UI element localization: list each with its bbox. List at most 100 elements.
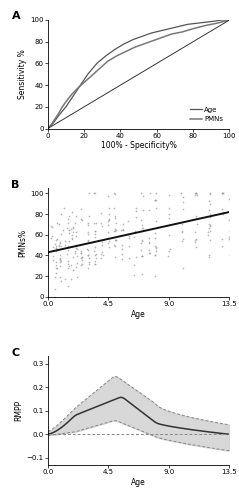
Point [107,216,111,224]
Point [154,243,158,251]
Point [71,253,75,261]
Point [79,247,83,255]
Point [86,264,90,272]
Point [75,252,79,260]
Point [71,231,74,239]
Point [66,215,70,223]
Point [154,244,158,252]
Point [107,210,111,218]
Point [75,272,79,280]
Point [133,261,136,269]
Point [153,228,157,236]
Point [99,210,103,218]
Point [54,262,58,270]
Point [167,210,170,218]
Point [147,234,151,242]
X-axis label: 100% - Specificity%: 100% - Specificity% [101,142,177,150]
Point [80,252,84,260]
Point [112,242,116,250]
Point [148,249,152,257]
Point [221,190,225,198]
Point [86,252,90,260]
Age [186,22,189,28]
Age [168,26,171,32]
Point [134,253,138,261]
Point [168,204,171,212]
Point [70,262,73,270]
Point [180,220,184,228]
Point [127,254,131,262]
Age [72,93,75,99]
Point [107,242,111,250]
Point [67,243,71,251]
Point [208,236,212,244]
Point [206,230,210,238]
Point [63,236,67,244]
Legend: Age, PMNs: Age, PMNs [187,104,226,125]
PMNs [46,126,49,132]
Point [207,251,211,259]
Point [74,263,78,271]
Point [147,206,151,214]
Age [228,17,231,23]
Point [153,272,157,280]
Point [79,254,83,262]
Point [120,240,124,248]
Point [86,245,89,253]
PMNs [192,26,195,32]
Point [167,214,171,222]
PMNs [92,72,95,78]
Point [193,191,197,199]
PMNs [54,116,56,122]
Point [140,252,144,260]
Point [66,260,70,268]
Point [114,219,118,227]
Point [141,192,145,200]
Point [227,196,231,203]
Point [94,254,98,262]
Point [101,252,104,260]
Age [141,34,144,40]
Point [54,244,58,252]
Point [154,204,158,212]
Point [127,234,131,242]
Point [147,246,151,254]
Point [139,246,143,254]
Point [147,238,151,246]
Point [134,213,138,221]
Point [153,196,157,204]
Point [74,212,78,220]
Point [141,252,144,260]
Point [132,271,136,279]
Point [147,249,151,257]
Point [59,242,63,250]
Point [58,254,62,262]
Point [74,244,78,252]
Point [80,260,84,268]
Point [69,276,73,283]
Point [155,223,158,231]
Point [79,204,83,212]
Point [153,251,157,259]
Point [86,237,90,245]
Point [208,222,212,230]
Point [227,216,231,224]
Point [208,210,212,218]
Point [107,238,111,246]
Point [66,242,70,250]
Point [93,260,97,268]
Point [71,266,75,274]
Y-axis label: Sensitivity %: Sensitivity % [18,50,27,99]
Point [66,282,70,290]
Point [134,206,137,214]
Point [74,248,77,256]
PMNs [66,96,69,102]
Age [132,36,135,43]
Point [94,218,98,226]
Point [51,252,54,260]
Point [93,260,97,268]
Point [208,200,212,208]
Point [193,236,197,244]
Point [194,190,198,198]
Point [227,232,231,240]
